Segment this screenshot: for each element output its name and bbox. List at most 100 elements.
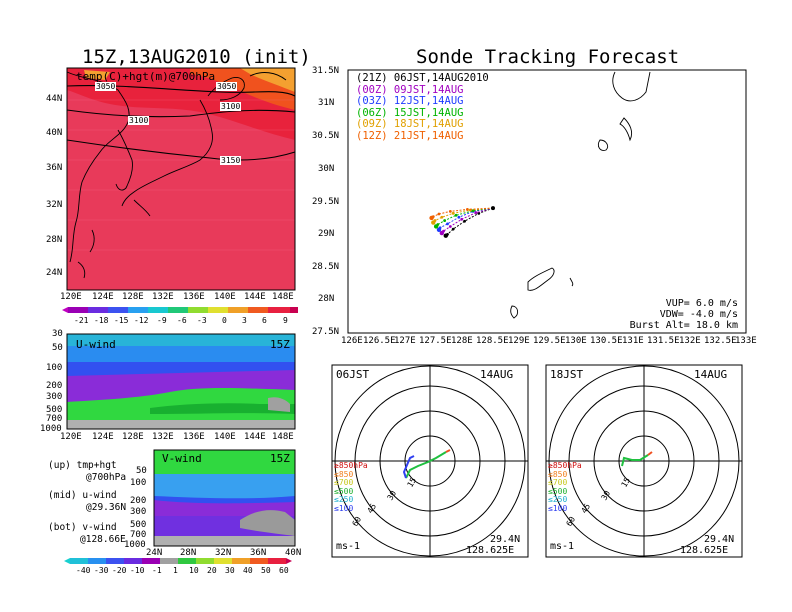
- lon-tick: 148E: [272, 292, 294, 302]
- cbar-label: -1: [152, 566, 162, 575]
- cbar-label: -9: [157, 316, 167, 325]
- contour-label: 3150: [220, 156, 242, 165]
- track-point: [446, 222, 449, 226]
- lon-tick: 128E: [122, 432, 144, 442]
- temp-map: [66, 67, 296, 291]
- hodo-left-unit: ms-1: [336, 541, 361, 552]
- lon-tick: 131E: [622, 336, 644, 346]
- lat-tick: 36N: [46, 163, 63, 173]
- track-point: [451, 227, 455, 231]
- right-title: Sonde Tracking Forecast: [416, 46, 680, 68]
- lon-tick: 128E: [451, 336, 473, 346]
- lon-tick: 136E: [183, 292, 205, 302]
- hodo-left-lon: 128.625E: [466, 545, 515, 556]
- lat-tick: 28N: [180, 548, 197, 558]
- cbar-label: 0: [222, 316, 227, 325]
- lon-tick: 148E: [272, 432, 294, 442]
- cbar-label: 20: [207, 566, 217, 575]
- lat-tick: 29.5N: [312, 197, 340, 207]
- level-label: ≤850: [334, 469, 354, 479]
- contour-label: 3100: [220, 102, 242, 111]
- cbar-label: -12: [134, 316, 149, 325]
- legend-entry: (21Z) 06JST,14AUG2010: [356, 72, 489, 84]
- level-label: ≤500: [548, 486, 568, 496]
- hodo-right-date: 14AUG: [694, 368, 728, 381]
- lon-tick: 129.5E: [533, 336, 566, 346]
- lat-tick: 40N: [46, 128, 63, 138]
- lon-tick: 136E: [183, 432, 205, 442]
- hodograph-right: [545, 364, 743, 558]
- param-vup: VUP= 6.0 m/s: [665, 298, 738, 309]
- track-point: [443, 219, 447, 222]
- temp-colorbar: [62, 307, 298, 313]
- cbar-label: -6: [177, 316, 187, 325]
- track-point: [463, 219, 466, 223]
- cbar-label: 1: [173, 566, 178, 575]
- legend-entry: (09Z) 18JST,14AUG: [356, 118, 464, 130]
- hodo-left-lat: 29.4N: [490, 534, 521, 545]
- hodo-right-lon: 128.625E: [680, 545, 729, 556]
- hodo-right-levels: ≥850hPa ≤850 ≤700 ≤500 ≤250 ≤100: [548, 461, 582, 513]
- lat-tick: 24N: [146, 548, 163, 558]
- track-point: [474, 211, 478, 215]
- level-label: ≤100: [548, 503, 568, 513]
- level-label: ≤700: [548, 478, 568, 487]
- p-tick: 100: [130, 478, 147, 488]
- side-note: (mid) u-wind: [48, 490, 117, 501]
- lon-tick: 128E: [122, 292, 144, 302]
- hodo-left-date: 14AUG: [480, 368, 514, 381]
- level-label: ≤250: [334, 495, 354, 504]
- lat-tick: 31N: [318, 98, 335, 108]
- legend-entry: (03Z) 12JST,14AUG: [356, 95, 464, 107]
- track-point: [431, 220, 436, 225]
- lon-tick: 130E: [565, 336, 587, 346]
- lon-tick: 126E: [341, 336, 363, 346]
- level-label: ≥850hPa: [334, 461, 368, 470]
- lon-tick: 144E: [244, 292, 266, 302]
- hodo-right-unit: ms-1: [550, 541, 575, 552]
- cbar-label: 60: [279, 566, 289, 575]
- track-point: [477, 211, 481, 215]
- param-burst: Burst Alt= 18.0 km: [629, 320, 738, 331]
- level-label: ≤500: [334, 486, 354, 496]
- lon-tick: 132E: [152, 432, 174, 442]
- legend-entry: (06Z) 15JST,14AUG: [356, 106, 464, 119]
- track-point: [443, 233, 448, 238]
- uwind-time: 15Z: [270, 338, 290, 351]
- lat-tick: 40N: [285, 548, 302, 558]
- cbar-label: -10: [130, 566, 145, 575]
- track-point: [440, 215, 444, 219]
- lon-tick: 131.5E: [647, 336, 680, 346]
- p-tick: 1000: [124, 540, 146, 550]
- p-tick: 50: [52, 343, 63, 353]
- uwind-label: U-wind: [76, 338, 116, 351]
- p-tick: 700: [130, 530, 147, 540]
- p-tick: 200: [130, 496, 147, 506]
- hodo-left-time: 06JST: [336, 368, 370, 381]
- lon-tick: 128.5E: [476, 336, 509, 346]
- cbar-label: -3: [197, 316, 207, 325]
- lon-tick: 132.5E: [704, 336, 737, 346]
- lat-tick: 32N: [46, 200, 63, 210]
- cbar-label: 40: [243, 566, 253, 575]
- lat-tick: 28N: [46, 235, 63, 245]
- lat-tick: 31.5N: [312, 66, 340, 76]
- lat-tick: 24N: [46, 268, 63, 278]
- contour-label: 3050: [216, 82, 238, 91]
- cbar-label: 3: [242, 316, 247, 325]
- lon-tick: 120E: [60, 292, 82, 302]
- p-tick: 300: [46, 392, 63, 402]
- side-note: @29.36N: [86, 502, 127, 513]
- lat-tick: 44N: [46, 94, 63, 104]
- lat-tick: 28N: [318, 294, 335, 304]
- lon-tick: 124E: [92, 292, 114, 302]
- lat-tick: 27.5N: [312, 327, 340, 337]
- launch-point: [490, 206, 495, 211]
- side-note: @700hPa: [86, 472, 127, 483]
- legend-entry: (12Z) 21JST,14AUG: [356, 129, 464, 142]
- track-point: [429, 215, 434, 221]
- lon-tick: 120E: [60, 432, 82, 442]
- cbar-label: 30: [225, 566, 235, 575]
- lon-tick: 126.5E: [363, 336, 396, 346]
- track-point: [451, 211, 455, 215]
